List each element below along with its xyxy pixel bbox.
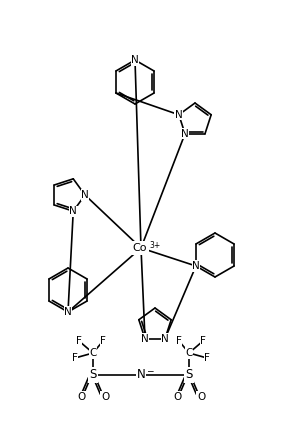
- Text: F: F: [176, 336, 182, 346]
- Text: O: O: [101, 392, 109, 402]
- Text: N: N: [81, 190, 89, 200]
- Text: O: O: [77, 392, 85, 402]
- Text: Co: Co: [133, 243, 147, 253]
- Text: −: −: [146, 367, 153, 375]
- Text: C: C: [185, 348, 193, 358]
- Text: S: S: [89, 368, 97, 381]
- Text: S: S: [185, 368, 193, 381]
- Text: C: C: [89, 348, 97, 358]
- Text: 3+: 3+: [149, 240, 160, 250]
- Text: F: F: [76, 336, 82, 346]
- Text: N: N: [131, 55, 139, 65]
- Text: N: N: [137, 368, 145, 381]
- Text: N: N: [64, 307, 72, 317]
- Text: N: N: [192, 261, 200, 271]
- Text: N: N: [141, 334, 149, 344]
- Text: N: N: [161, 334, 169, 344]
- Text: F: F: [204, 353, 210, 363]
- Text: N: N: [175, 110, 183, 120]
- Text: N: N: [69, 206, 77, 216]
- Text: F: F: [200, 336, 206, 346]
- Text: O: O: [173, 392, 181, 402]
- Text: O: O: [197, 392, 205, 402]
- Text: F: F: [100, 336, 106, 346]
- Text: N: N: [181, 129, 189, 139]
- Text: F: F: [72, 353, 78, 363]
